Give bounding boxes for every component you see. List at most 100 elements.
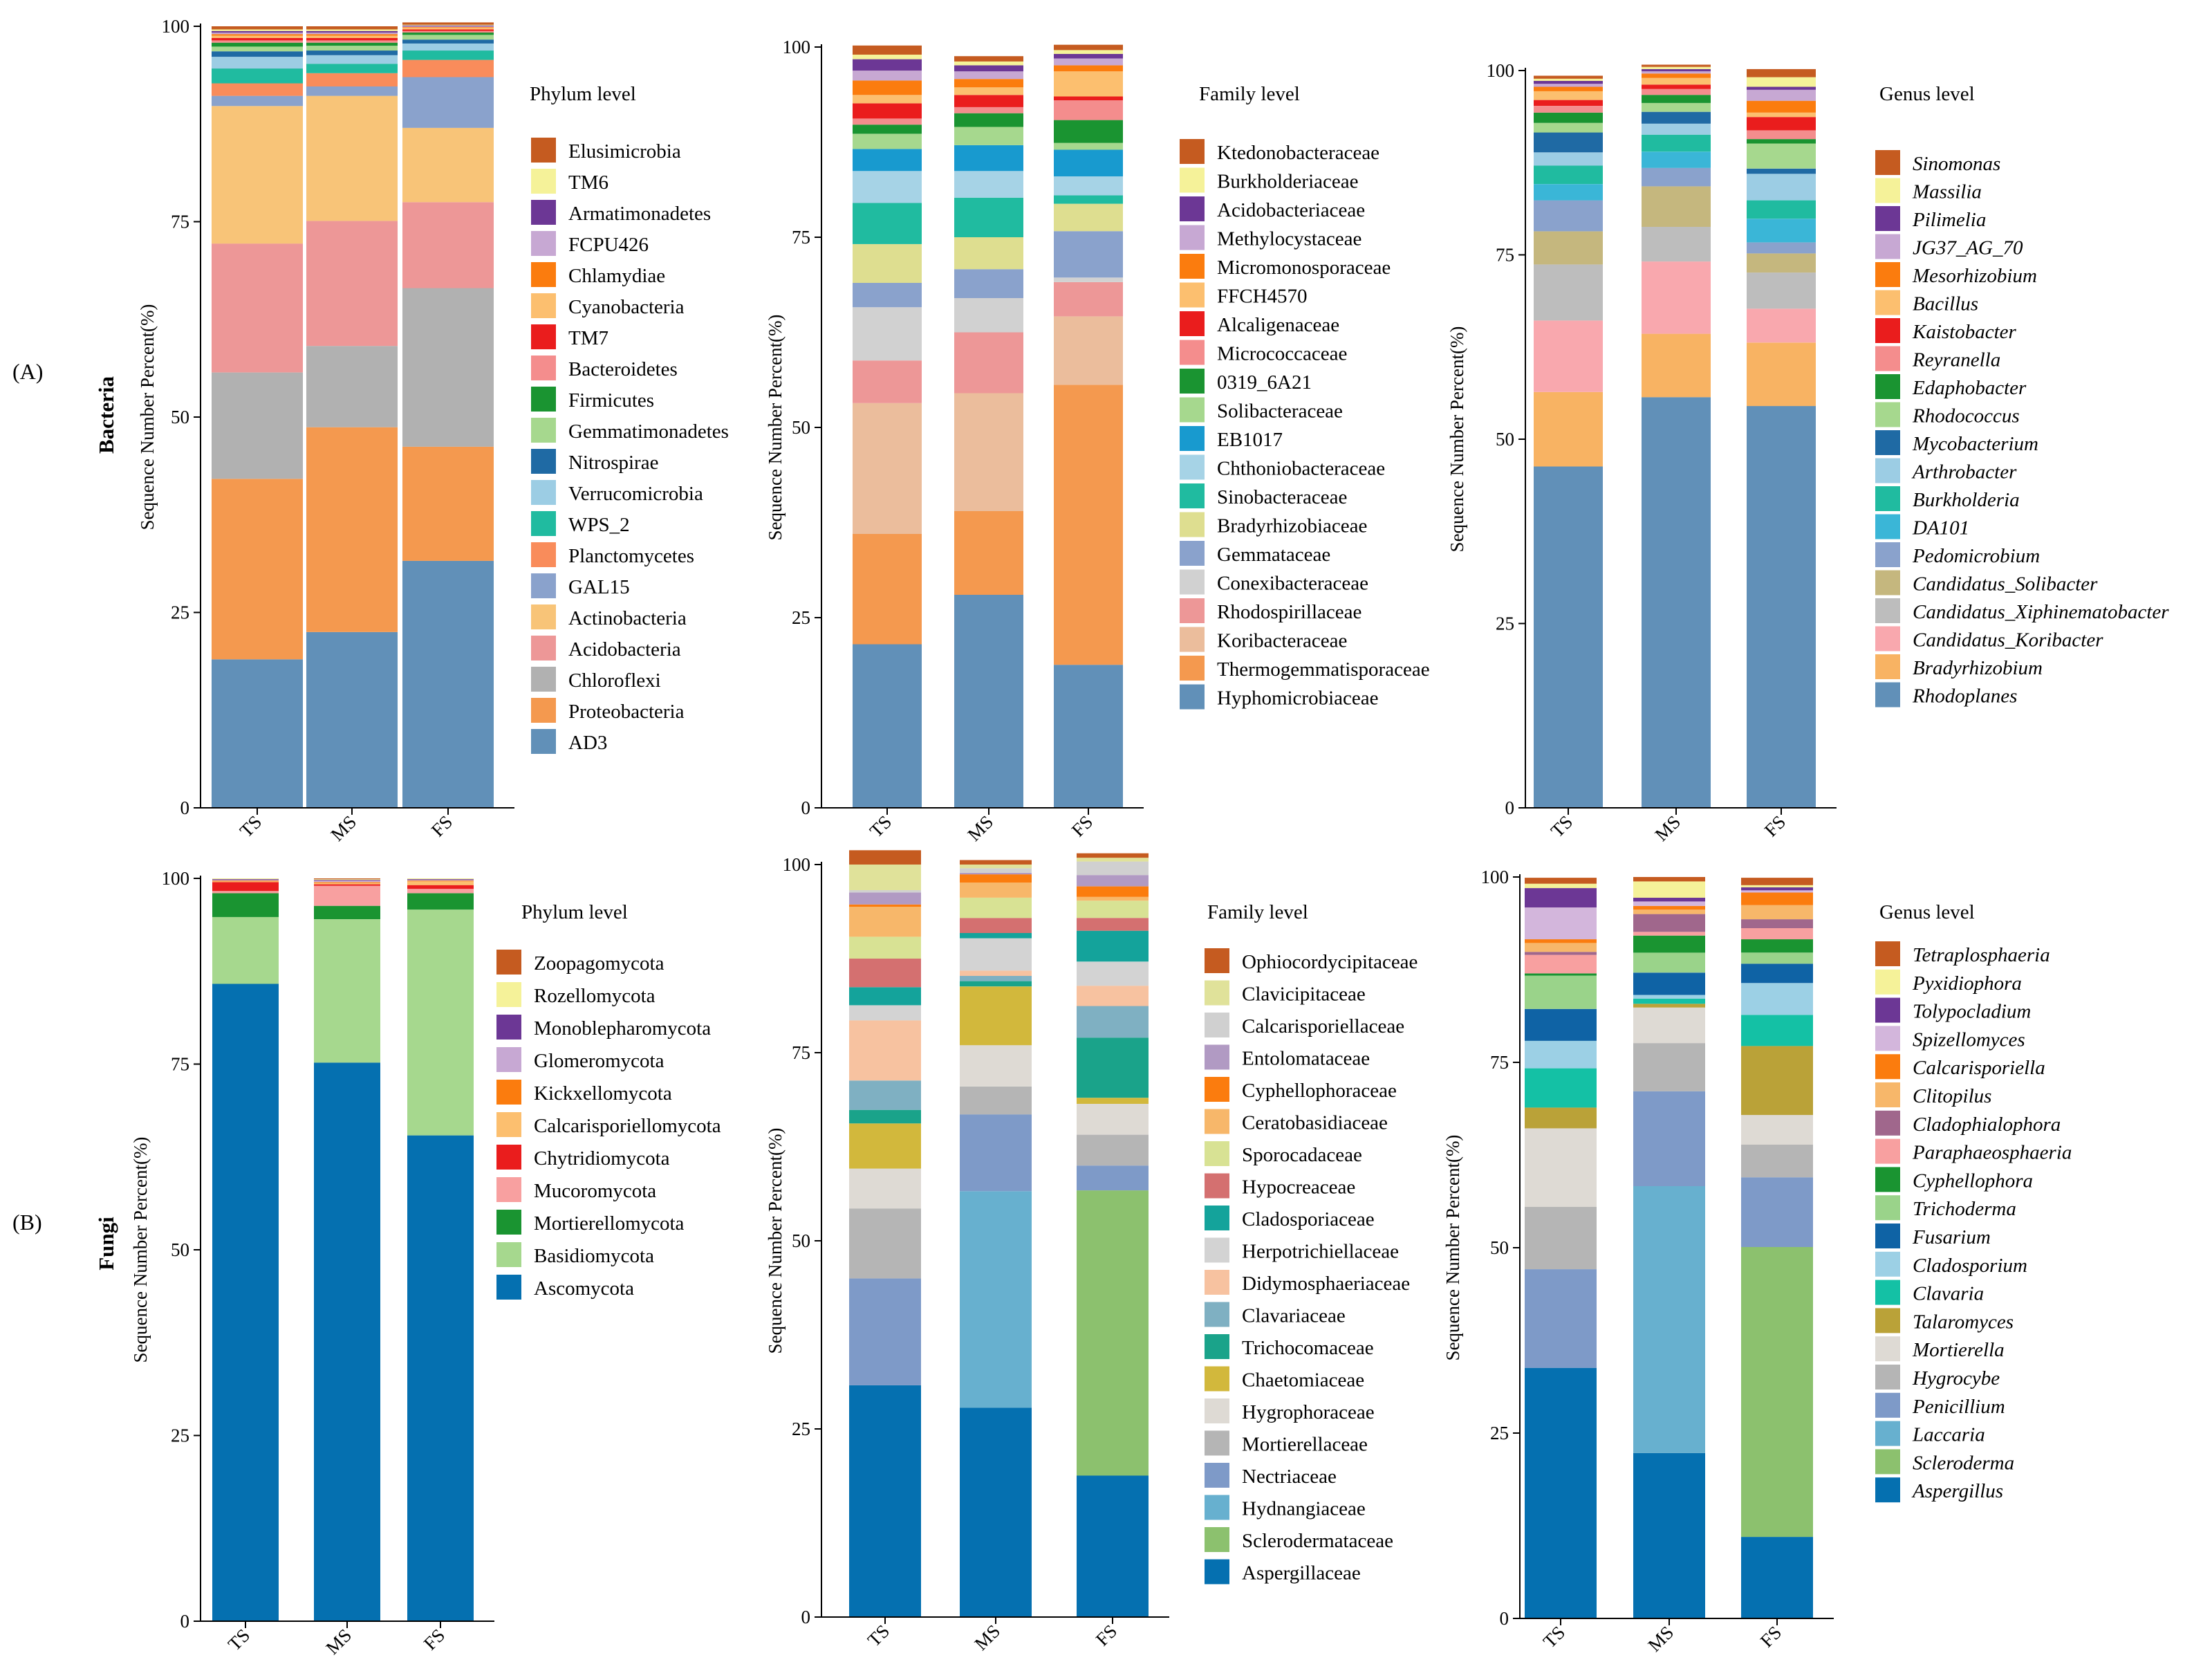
y-tick-label: 0	[801, 797, 811, 818]
legend-label: Chthoniobacteraceae	[1217, 458, 1385, 480]
bar-segment-ts-0319-6a21	[853, 124, 922, 134]
legend-label: Sporocadaceae	[1242, 1144, 1362, 1166]
y-tick-label: 25	[171, 602, 189, 623]
bar-segment-fs-rozellomycota	[407, 878, 474, 880]
bar-segment-ms-cladophialophora	[1633, 914, 1705, 932]
legend-swatch	[1875, 1026, 1900, 1051]
legend-swatch	[1205, 1430, 1229, 1456]
bar-segment-ms-wps-2	[306, 64, 398, 73]
bar-segment-ms-cyanobacteria	[306, 35, 398, 38]
bar-segment-ms-micrococcaceae	[954, 107, 1023, 113]
x-tick-label-ms: MS	[963, 811, 997, 845]
bar-segment-ms-candidatus-xiphinematobacter	[1642, 227, 1711, 262]
legend-label: Mortierella	[1912, 1339, 2005, 1361]
legend-swatch	[1205, 1237, 1229, 1263]
bar-segment-ts-chthoniobacteraceae	[853, 171, 922, 203]
legend-swatch	[1180, 254, 1205, 279]
legend-swatch	[531, 480, 556, 505]
y-tick-label: 75	[171, 1054, 189, 1075]
bar-segment-ms-chytridiomycota	[314, 884, 380, 886]
bar-segment-ms-pilimelia	[1642, 68, 1711, 72]
legend-label: Candidatus_Xiphinematobacter	[1913, 601, 2169, 623]
bar-segment-fs-ceratobasidiaceae	[1077, 896, 1149, 901]
legend-label: Mesorhizobium	[1912, 265, 2037, 287]
bar-segment-ms-clavaria	[1633, 998, 1705, 1004]
legend-swatch	[1205, 1334, 1229, 1359]
x-tick-label-fs: FS	[1756, 1622, 1785, 1651]
legend-label: Cladosporium	[1913, 1255, 2027, 1277]
legend-label: Tolypocladium	[1913, 1001, 2031, 1023]
legend-swatch	[1205, 1366, 1229, 1392]
x-tick-label-ms: MS	[322, 1625, 355, 1659]
bar-segment-ts-gal15	[212, 95, 303, 107]
legend-swatch	[496, 1242, 521, 1267]
bar-segment-ts-eb1017	[853, 149, 922, 172]
bar-segment-fs-chthoniobacteraceae	[1054, 176, 1123, 196]
bar-segment-ms-bacillus	[1642, 77, 1711, 85]
bar-segment-fs-candidatus-solibacter	[1747, 253, 1816, 273]
legend-swatch	[1875, 1421, 1900, 1446]
legend-swatch	[1875, 654, 1900, 679]
y-tick-label: 50	[1496, 429, 1514, 450]
legend-label: Koribacteraceae	[1217, 630, 1347, 652]
bar-segment-fs-paraphaeosphaeria	[1741, 928, 1813, 940]
bar-segment-fs-micromonosporaceae	[1054, 65, 1123, 72]
bar-segment-ms-basidiomycota	[314, 919, 380, 1063]
legend-label: Pedomicrobium	[1912, 545, 2040, 567]
bar-segment-ms-penicillium	[1633, 1091, 1705, 1186]
bar-segment-fs-pyxidiophora	[1741, 885, 1813, 887]
bar-segment-ts-pedomicrobium	[1534, 200, 1603, 232]
y-tick-label: 75	[1496, 245, 1514, 266]
legend-label: Paraphaeosphaeria	[1912, 1142, 2072, 1164]
legend-label: Mortierellomycota	[534, 1212, 685, 1235]
bar-segment-fs-tolypocladium	[1741, 887, 1813, 891]
legend-swatch	[1875, 1167, 1900, 1192]
bar-segment-ms-planctomycetes	[306, 73, 398, 86]
bar-segment-ts-bacillus	[1534, 91, 1603, 100]
legend-swatch	[1180, 627, 1205, 652]
y-tick-label: 25	[1496, 613, 1514, 634]
bar-segment-fs-chlamydiae	[402, 27, 494, 28]
legend-label: Elusimicrobia	[568, 140, 681, 163]
bar-segment-ms-conexibacteraceae	[954, 298, 1023, 333]
bar-segment-ts-mucoromycota	[212, 891, 279, 894]
bar-segment-fs-cladophialophora	[1741, 919, 1813, 928]
legend-label: Nitrospirae	[568, 452, 658, 474]
bar-segment-fs-cyphellophora	[1741, 939, 1813, 953]
bar-segment-ts-edaphobacter	[1534, 112, 1603, 123]
bar-segment-ts-rhodococcus	[1534, 122, 1603, 133]
legend-swatch	[1875, 1054, 1900, 1080]
legend-label: Burkholderia	[1913, 489, 2020, 511]
legend: Ktedonobacteraceae Burkholderiaceae Acidob…	[1180, 139, 1430, 710]
bar-segment-fs-talaromyces	[1741, 1046, 1813, 1116]
legend-label: Aspergillus	[1911, 1480, 2003, 1502]
bar-segment-ms-methylocystaceae	[954, 71, 1023, 80]
bar-segment-fs-bradyrhizobium	[1747, 342, 1816, 407]
legend-swatch	[496, 1275, 521, 1300]
legend-label: Nectriaceae	[1242, 1466, 1337, 1488]
x-tick-label-ts: TS	[866, 811, 895, 841]
legend-swatch	[1875, 430, 1900, 455]
legend-label: TM7	[568, 327, 608, 349]
bar-segment-ts-candidatus-xiphinematobacter	[1534, 264, 1603, 321]
legend-label: Rozellomycota	[534, 985, 656, 1007]
y-tick-label: 100	[783, 37, 811, 57]
legend-label: Edaphobacter	[1912, 377, 2027, 399]
legend-label: Basidiomycota	[534, 1245, 654, 1267]
x-tick-label-fs: FS	[420, 1625, 449, 1654]
legend-title: Phylum level	[530, 83, 636, 105]
bar-segment-fs-rhodospirillaceae	[1054, 281, 1123, 317]
legend-label: Cyanobacteria	[568, 296, 685, 318]
legend-label: Sinobacteraceae	[1217, 486, 1347, 508]
kingdom-label-fungi: Fungi	[94, 1217, 118, 1271]
legend-title: Family level	[1199, 83, 1300, 105]
bar-segment-ms-acidobacteria	[306, 221, 398, 347]
legend-label: Entolomataceae	[1242, 1048, 1370, 1070]
bar-segment-ts-verrucomicrobia	[212, 57, 303, 69]
legend-label: Chytridiomycota	[534, 1147, 670, 1170]
legend-swatch	[531, 418, 556, 443]
legend-swatch	[1205, 1206, 1229, 1230]
bar-segment-ms-calcarisporiellomycota	[314, 883, 380, 885]
legend-label: Ktedonobacteraceae	[1217, 142, 1379, 164]
